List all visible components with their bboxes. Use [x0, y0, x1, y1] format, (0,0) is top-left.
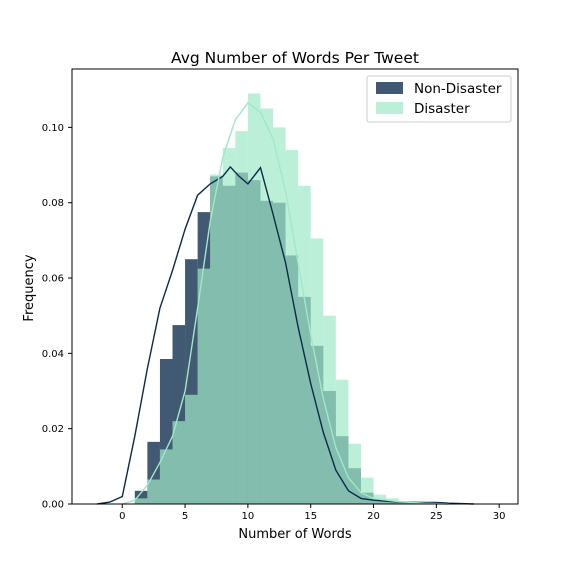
- hist-bar-disaster: [260, 108, 274, 504]
- hist-bar-disaster: [222, 148, 236, 504]
- x-tick-label: 25: [430, 511, 443, 522]
- hist-bar-disaster: [235, 131, 248, 504]
- hist-bar-disaster: [172, 421, 186, 504]
- x-tick-label: 30: [493, 511, 506, 522]
- hist-bar-disaster: [247, 93, 261, 504]
- x-tick-label: 20: [367, 511, 380, 522]
- y-tick-label: 0.00: [42, 500, 64, 511]
- y-tick-label: 0.10: [42, 123, 64, 134]
- y-tick-label: 0.06: [42, 274, 64, 285]
- y-axis-label: Frequency: [22, 254, 37, 321]
- hist-bar-disaster: [197, 268, 211, 504]
- chart-title: Avg Number of Words Per Tweet: [171, 49, 419, 67]
- kde-line-disaster: [122, 101, 449, 505]
- hist-bar-disaster: [310, 238, 324, 504]
- legend: Non-Disaster Disaster: [366, 75, 512, 123]
- axes-frame: [71, 68, 519, 505]
- axis-ticks: 0 5 10 15 20 25 30 0.00 0.02 0.04 0.06 0.08 0.10: [42, 123, 506, 522]
- hist-bar-disaster: [335, 379, 349, 504]
- legend-swatch-non-disaster: [376, 82, 403, 94]
- plot-area: [96, 93, 475, 505]
- x-tick-label: 0: [119, 511, 125, 522]
- y-tick-label: 0.02: [42, 424, 64, 435]
- y-tick-label: 0.04: [42, 349, 64, 360]
- hist-bar-disaster: [285, 149, 299, 504]
- x-tick-label: 5: [182, 511, 188, 522]
- hist-bar-disaster: [298, 185, 311, 505]
- kde-line-non-disaster: [96, 165, 475, 505]
- legend-label-non-disaster: Non-Disaster: [414, 81, 502, 97]
- hist-bar-disaster: [159, 449, 173, 504]
- hist-bar-disaster: [210, 174, 223, 505]
- y-tick-label: 0.08: [42, 198, 64, 209]
- hist-bar-disaster: [147, 479, 160, 504]
- hist-bar-disaster: [134, 498, 148, 504]
- x-axis-label: Number of Words: [238, 527, 351, 542]
- hist-bar-disaster: [323, 315, 336, 504]
- hist-bar-disaster: [273, 127, 286, 505]
- x-tick-label: 15: [304, 511, 317, 522]
- legend-label-disaster: Disaster: [414, 101, 470, 117]
- hist-bar-disaster: [185, 394, 198, 504]
- x-tick-label: 10: [242, 511, 255, 522]
- legend-swatch-disaster: [376, 102, 403, 114]
